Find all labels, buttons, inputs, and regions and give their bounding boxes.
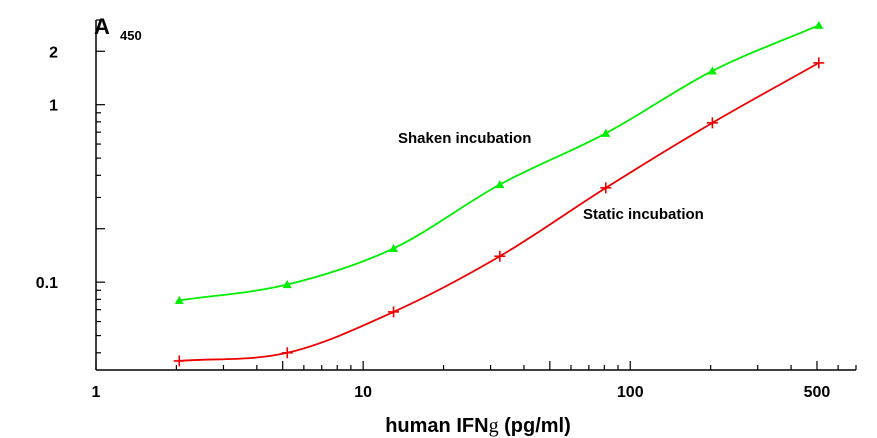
y-tick-label: 2 [49,44,58,61]
y-tick-label: 0.1 [36,275,58,292]
data-point-plus [813,57,825,69]
y-axis-label-subscript: 450 [120,28,142,43]
data-point-triangle [282,280,292,289]
series-layer [173,20,825,367]
x-tick-label: 100 [617,384,644,401]
data-point-plus [706,117,718,129]
data-point-triangle [601,128,611,137]
data-point-plus [281,347,293,359]
x-tick-label: 500 [804,384,831,401]
x-axis-label-suffix: (pg/ml) [499,415,571,437]
series-label-static: Static incubation [583,206,704,223]
data-point-triangle [389,243,399,252]
x-axis-label-prefix: human IFN [385,415,488,437]
series-shaken [174,20,824,304]
axes: 1 10 100 500 0.1 1 2 [36,19,857,401]
series-line [179,24,820,302]
data-point-triangle [814,20,824,29]
data-point-plus [173,355,185,367]
data-point-plus [388,306,400,318]
data-point-triangle [707,66,717,75]
data-point-triangle [495,180,505,189]
x-tick-label: 10 [354,384,372,401]
series-line [179,62,820,362]
x-axis-label: human IFNg (pg/ml) [385,415,571,437]
series-static [173,57,825,367]
series-label-shaken: Shaken incubation [398,130,531,147]
y-axis-label: A [94,14,110,39]
data-point-plus [494,250,506,262]
data-point-triangle [174,295,184,304]
x-axis-label-symbol: g [489,415,499,437]
x-tick-label: 1 [92,384,101,401]
data-point-plus [600,182,612,194]
y-tick-label: 1 [49,98,58,115]
